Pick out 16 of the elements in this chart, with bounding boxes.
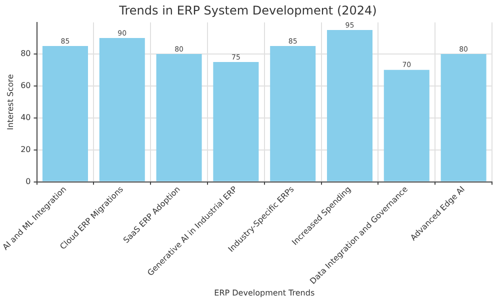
y-tick-label: 60	[20, 80, 31, 90]
bar	[270, 46, 316, 182]
y-axis-title: Interest Score	[6, 74, 15, 130]
bar	[326, 30, 373, 182]
chart-title: Trends in ERP System Development (2024)	[118, 3, 377, 18]
bar	[156, 54, 202, 182]
y-tick-label: 40	[20, 112, 31, 122]
y-tick-label: 0	[26, 176, 31, 186]
bar	[99, 38, 145, 182]
bar	[42, 46, 88, 182]
bar	[213, 62, 259, 182]
bar	[440, 54, 486, 182]
bar	[384, 70, 430, 182]
x-axis-title: ERP Development Trends	[214, 288, 315, 298]
y-tick-label: 20	[20, 144, 31, 154]
y-tick-label: 80	[20, 49, 31, 58]
